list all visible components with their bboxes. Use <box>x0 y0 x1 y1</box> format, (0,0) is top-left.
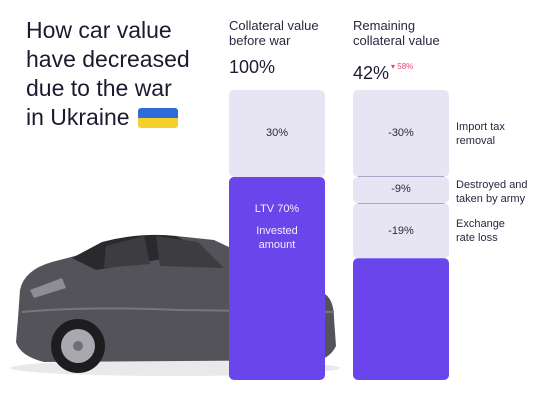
column-header-before: Collateral value before war 100% <box>229 18 339 78</box>
column-header-after-label: Remaining collateral value <box>353 18 440 48</box>
title-line-2: have decreased <box>26 46 190 72</box>
bar-after-labels: -30% -9% -19% <box>353 90 449 380</box>
annotation-exchange: Exchange rate loss <box>456 218 505 244</box>
segment-label-after-exchange: -19% <box>388 225 414 237</box>
segment-label-before-30: 30% <box>265 127 289 139</box>
title-line-1: How car value <box>26 17 172 43</box>
chart-title: How car value have decreased due to the … <box>26 16 216 132</box>
annotation-destroyed: Destroyed and taken by army <box>456 179 528 205</box>
column-header-before-label: Collateral value before war <box>229 18 319 48</box>
segment-divider-2 <box>358 203 444 204</box>
title-line-3: due to the war <box>26 75 172 101</box>
bar-before-segment-1 <box>229 177 325 380</box>
ukraine-flag-icon <box>137 108 178 128</box>
title-line-4: in Ukraine <box>26 103 216 132</box>
bar-after-segment-3 <box>353 258 449 380</box>
bar-before-labels: 30% LTV 70% Invested amount <box>229 90 325 380</box>
segment-sublabel-before-invested: Invested amount <box>256 225 298 251</box>
segment-label-before-ltv: LTV 70% <box>254 203 300 215</box>
bar-after-segment-2 <box>353 203 449 259</box>
column-value-after: 42% ▾ 58% <box>353 62 414 83</box>
column-value-before: 100% <box>229 57 276 77</box>
change-indicator: ▾ 58% <box>391 62 414 71</box>
segment-divider-1 <box>358 176 444 177</box>
bar-after-segment-0 <box>353 90 449 177</box>
annotation-import-tax: Import tax removal <box>456 121 505 147</box>
column-header-after: Remaining collateral value 42% ▾ 58% <box>353 18 463 84</box>
bar-after-segment-1 <box>353 177 449 204</box>
segment-label-after-import: -30% <box>388 127 414 139</box>
segment-label-after-destroyed: -9% <box>391 183 411 195</box>
bar-before-segment-0 <box>229 90 325 177</box>
